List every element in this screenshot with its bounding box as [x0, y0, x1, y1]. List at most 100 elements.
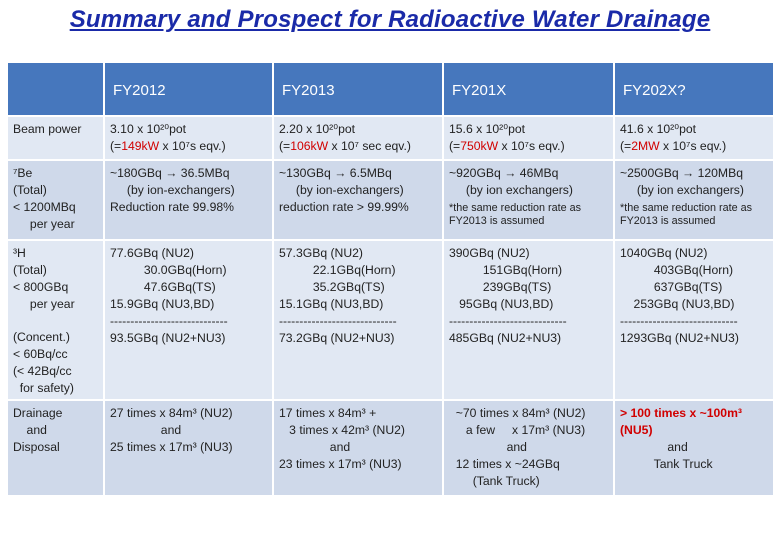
h3-concentration-line: (Concent.)	[13, 330, 70, 344]
be7-fy201x-line: ~920GBq → 46MBq	[449, 166, 559, 180]
be7-fy202x-line: (by ion exchangers)	[620, 183, 744, 197]
h3-fy202x-total: 1293GBq (NU2+NU3)	[620, 331, 739, 345]
h3-fy2013-divider: -----------------------------	[279, 314, 397, 328]
h3-fy201x-total: 485GBq (NU2+NU3)	[449, 331, 562, 345]
h3-fy2013-line: 57.3GBq (NU2)	[279, 246, 363, 260]
h3-fy201x-line: 151GBq(Horn)	[449, 263, 563, 277]
be7-fy201x-note: *the same reduction rate as FY2013 is as…	[449, 202, 582, 227]
drainage-fy2012-line: 25 times x 17m³ (NU3)	[110, 440, 233, 454]
beam-fy201x-suffix: x 10⁷s eqv.)	[498, 139, 565, 153]
drainage-label: Drainage and Disposal	[6, 399, 105, 497]
h3-fy2013-line: 22.1GBq(Horn)	[279, 263, 396, 277]
h3-fy2012-line: 47.6GBq(TS)	[110, 280, 216, 294]
h3-fy202x-line: 403GBq(Horn)	[620, 263, 734, 277]
be7-label-line: per year	[13, 217, 75, 231]
h3-fy201x-line: 95GBq (NU3,BD)	[449, 297, 554, 311]
h3-label-line: per year	[13, 297, 75, 311]
be7-label-line: ⁷Be	[13, 166, 33, 180]
h3-fy2012-divider: -----------------------------	[110, 314, 228, 328]
be7-fy201x: ~920GBq → 46MBq (by ion exchangers) *the…	[442, 159, 615, 241]
row-drainage: Drainage and Disposal 27 times x 84m³ (N…	[6, 399, 775, 497]
beam-fy201x-pot: 15.6 x 10²⁰pot	[449, 122, 526, 136]
h3-fy2012-line: 15.9GBq (NU3,BD)	[110, 297, 215, 311]
drainage-fy2013-line: 23 times x 17m³ (NU3)	[279, 457, 402, 471]
row-h3: ³H (Total) < 800GBq per year (Concent.) …	[6, 239, 775, 401]
drainage-fy202x: > 100 times x ~100m³ (NU5) and Tank Truc…	[613, 399, 775, 497]
beam-fy2012-power: 149kW	[121, 139, 160, 153]
drainage-fy2012: 27 times x 84m³ (NU2) and 25 times x 17m…	[103, 399, 274, 497]
header-corner	[6, 61, 105, 117]
h3-fy2012-line: 77.6GBq (NU2)	[110, 246, 194, 260]
h3-fy2012-line: 30.0GBq(Horn)	[110, 263, 227, 277]
drainage-fy2012-line: 27 times x 84m³ (NU2)	[110, 406, 233, 420]
be7-fy2013-line: (by ion-exchangers)	[279, 183, 404, 197]
beam-fy201x-prefix: (=	[449, 139, 461, 153]
h3-fy2013-line: 35.2GBq(TS)	[279, 280, 385, 294]
be7-fy2012: ~180GBq → 36.5MBq (by ion-exchangers) Re…	[103, 159, 274, 241]
drainage-fy201x-line: a few x 17m³ (NU3)	[449, 423, 586, 437]
h3-fy2012: 77.6GBq (NU2) 30.0GBq(Horn) 47.6GBq(TS) …	[103, 239, 274, 401]
drainage-fy2013-line: 3 times x 42m³ (NU2)	[279, 423, 405, 437]
drainage-fy2013: 17 times x 84m³ + 3 times x 42m³ (NU2) a…	[272, 399, 444, 497]
drainage-fy201x-line: (Tank Truck)	[449, 474, 540, 488]
drainage-fy202x-highlight: > 100 times x ~100m³	[620, 406, 742, 420]
drainage-fy2013-line: 17 times x 84m³ +	[279, 406, 377, 420]
beam-fy2013: 2.20 x 10²⁰pot (=106kW x 10⁷ sec eqv.)	[272, 115, 444, 161]
beam-fy202x-pot: 41.6 x 10²⁰pot	[620, 122, 697, 136]
h3-fy2013: 57.3GBq (NU2) 22.1GBq(Horn) 35.2GBq(TS) …	[272, 239, 444, 401]
h3-concentration-line: for safety)	[13, 381, 74, 395]
beam-fy202x-power: 2MW	[631, 139, 660, 153]
h3-fy202x: 1040GBq (NU2) 403GBq(Horn) 637GBq(TS) 25…	[613, 239, 775, 401]
be7-fy202x-line: ~2500GBq → 120MBq	[620, 166, 743, 180]
h3-concentration-line: (< 42Bq/cc	[13, 364, 72, 378]
be7-fy201x-line: (by ion exchangers)	[449, 183, 573, 197]
beam-power-label: Beam power	[6, 115, 105, 161]
h3-fy202x-line: 1040GBq (NU2)	[620, 246, 708, 260]
h3-label-line: (Total)	[13, 263, 47, 277]
h3-fy2013-total: 73.2GBq (NU2+NU3)	[279, 331, 395, 345]
h3-fy2012-total: 93.5GBq (NU2+NU3)	[110, 331, 226, 345]
be7-label-line: < 1200MBq	[13, 200, 76, 214]
drainage-fy201x-line: ~70 times x 84m³ (NU2)	[449, 406, 586, 420]
page-title: Summary and Prospect for Radioactive Wat…	[69, 6, 711, 33]
header-fy2012: FY2012	[103, 61, 274, 117]
be7-fy2013-line: reduction rate > 99.99%	[279, 200, 409, 214]
beam-fy2012: 3.10 x 10²⁰pot (=149kW x 10⁷s eqv.)	[103, 115, 274, 161]
be7-label: ⁷Be (Total) < 1200MBq per year	[6, 159, 105, 241]
h3-fy202x-line: 253GBq (NU3,BD)	[620, 297, 735, 311]
drainage-label-line: Drainage	[13, 406, 63, 420]
drainage-fy201x: ~70 times x 84m³ (NU2) a few x 17m³ (NU3…	[442, 399, 615, 497]
h3-fy202x-divider: -----------------------------	[620, 314, 738, 328]
drainage-label-line: and	[13, 423, 47, 437]
h3-concentration-line: < 60Bq/cc	[13, 347, 68, 361]
be7-label-line: (Total)	[13, 183, 47, 197]
be7-fy202x: ~2500GBq → 120MBq (by ion exchangers) *t…	[613, 159, 775, 241]
h3-label: ³H (Total) < 800GBq per year (Concent.) …	[6, 239, 105, 401]
h3-fy2013-line: 15.1GBq (NU3,BD)	[279, 297, 384, 311]
beam-fy2013-suffix: x 10⁷ sec eqv.)	[328, 139, 411, 153]
be7-fy2012-line: (by ion-exchangers)	[110, 183, 235, 197]
beam-fy2013-pot: 2.20 x 10²⁰pot	[279, 122, 356, 136]
beam-fy2013-power: 106kW	[290, 139, 329, 153]
beam-fy202x: 41.6 x 10²⁰pot (=2MW x 10⁷s eqv.)	[613, 115, 775, 161]
drainage-fy2013-line: and	[279, 440, 351, 454]
be7-fy2013: ~130GBq → 6.5MBq (by ion-exchangers) red…	[272, 159, 444, 241]
summary-table: FY2012 FY2013 FY201X FY202X? Beam power …	[6, 61, 775, 497]
be7-fy2013-line: ~130GBq → 6.5MBq	[279, 166, 392, 180]
beam-fy202x-suffix: x 10⁷s eqv.)	[659, 139, 727, 153]
h3-fy201x: 390GBq (NU2) 151GBq(Horn) 239GBq(TS) 95G…	[442, 239, 615, 401]
drainage-fy202x-highlight: (NU5)	[620, 423, 653, 437]
drainage-label-line: Disposal	[13, 440, 60, 454]
h3-fy201x-divider: -----------------------------	[449, 314, 567, 328]
drainage-fy201x-line: and	[449, 440, 527, 454]
header-row: FY2012 FY2013 FY201X FY202X?	[6, 61, 775, 117]
h3-fy201x-line: 239GBq(TS)	[449, 280, 552, 294]
drainage-fy202x-line: and	[620, 440, 688, 454]
h3-label-line: ³H	[13, 246, 26, 260]
drainage-fy202x-line: Tank Truck	[620, 457, 713, 471]
be7-fy202x-note: *the same reduction rate as FY2013 is as…	[620, 202, 753, 227]
drainage-fy201x-line: 12 times x ~24GBq	[449, 457, 560, 471]
row-beam-power: Beam power 3.10 x 10²⁰pot (=149kW x 10⁷s…	[6, 115, 775, 161]
row-be7: ⁷Be (Total) < 1200MBq per year ~180GBq →…	[6, 159, 775, 241]
beam-fy2012-pot: 3.10 x 10²⁰pot	[110, 122, 187, 136]
